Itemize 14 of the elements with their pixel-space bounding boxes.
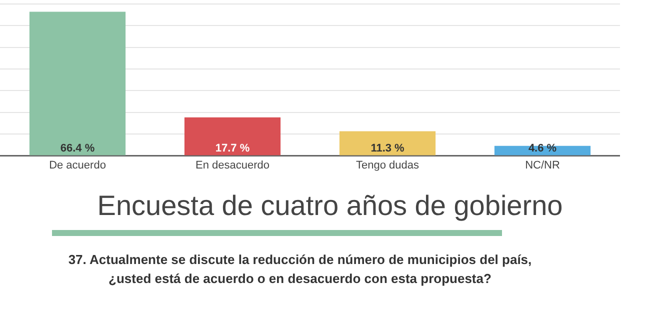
bar — [29, 12, 126, 156]
data-label: 4.6 % — [528, 142, 557, 154]
x-tick-label: De acuerdo — [49, 159, 106, 172]
data-label: 17.7 % — [215, 142, 250, 154]
data-label: 66.4 % — [60, 142, 95, 154]
bar — [184, 117, 281, 156]
data-label: 11.3 % — [370, 142, 405, 154]
text: Encuesta de cuatro años de gobierno — [96, 190, 564, 222]
x-tick-label: Tengo dudas — [356, 159, 420, 172]
bar — [339, 131, 436, 156]
x-tick-label: NC/NR — [525, 159, 560, 172]
x-tick-label: En desacuerdo — [196, 159, 270, 172]
text: 37. Actualmente se discute la reducción de número de municipios del país, ¿usted está de acuerdo o en desacuerdo con esta propuesta? — [67, 251, 533, 288]
bar — [494, 146, 591, 156]
